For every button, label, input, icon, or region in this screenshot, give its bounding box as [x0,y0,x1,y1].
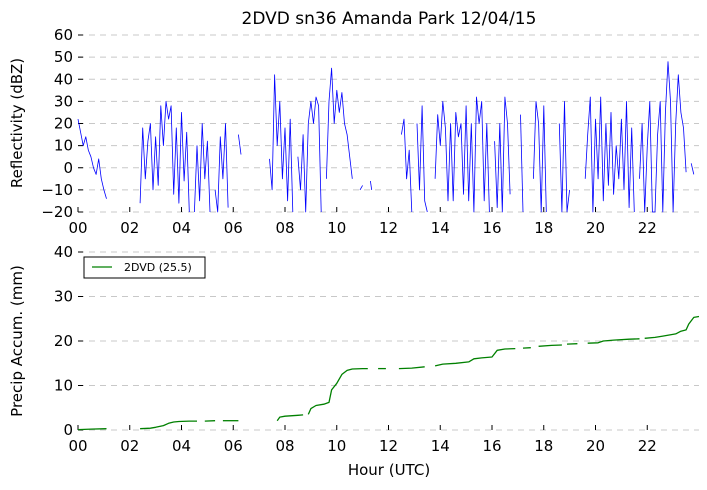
reflectivity-y-tick-label: 0 [63,159,73,177]
reflectivity-x-tick-label: 12 [379,219,398,237]
reflectivity-series-line [77,119,107,199]
x-axis-title: Hour (UTC) [348,461,430,479]
accumulation-series-line [538,344,562,347]
accumulation-series-line [587,338,640,344]
reflectivity-series-line [639,61,687,213]
reflectivity-panel: −20 −10 0 10 20 30 40 50 60 00 02 04 06 08 10 12 14 16 18 2… [41,26,699,237]
reflectivity-axis-title: Reflectivity (dBZ) [8,58,26,188]
accumulation-x-tick-label: 22 [638,437,657,455]
accumulation-y-tick-label: 0 [63,421,73,439]
accumulation-panel: 0 10 20 30 40 00 02 04 06 08 10 12 14 16 18 20 22 [54,243,700,455]
reflectivity-x-tick-label: 02 [120,219,139,237]
reflectivity-series-line [326,67,353,179]
accumulation-y-tick-label: 40 [54,243,73,261]
reflectivity-y-tick-label: 30 [54,92,73,110]
accumulation-y-tick-label: 30 [54,288,73,306]
reflectivity-series-line [520,114,524,213]
reflectivity-x-tick-label: 20 [586,219,605,237]
accumulation-x-tick-label: 06 [224,437,243,455]
accumulation-x-tick-label: 16 [482,437,501,455]
accumulation-axis-title: Precip Accum. (mm) [8,265,26,417]
reflectivity-y-tick-label: −20 [41,203,73,221]
reflectivity-series-line [494,96,511,213]
reflectivity-x-tick-label: 18 [534,219,553,237]
reflectivity-series-line [434,96,490,213]
reflectivity-series-line [297,96,322,213]
reflectivity-series-line [214,123,229,213]
reflectivity-y-tick-label: 50 [54,48,73,66]
reflectivity-x-tick-label: 06 [224,219,243,237]
reflectivity-series-line [269,74,294,213]
reflectivity-y-tick-label: 60 [54,26,73,44]
reflectivity-x-tick-label: 04 [172,219,191,237]
accumulation-series-line [434,347,516,367]
reflectivity-series-line [690,163,695,175]
reflectivity-series-line [359,185,363,191]
accumulation-x-tick-label: 14 [431,437,450,455]
accumulation-y-tick-label: 20 [54,332,73,350]
reflectivity-series-line [194,123,211,213]
accumulation-x-tick-label: 18 [534,437,553,455]
accumulation-x-tick-label: 12 [379,437,398,455]
accumulation-x-tick-label: 02 [120,437,139,455]
reflectivity-x-tick-label: 16 [482,219,501,237]
reflectivity-series-line [533,101,547,213]
accumulation-series-line [276,414,304,422]
reflectivity-x-tick-label: 14 [431,219,450,237]
reflectivity-x-tick-label: 08 [275,219,294,237]
reflectivity-series-line [584,96,635,213]
legend-label: 2DVD (25.5) [124,261,192,274]
accumulation-series-line [77,428,107,431]
reflectivity-series-line [238,134,242,155]
accumulation-series-line [398,366,425,370]
accumulation-x-tick-label: 20 [586,437,605,455]
legend: 2DVD (25.5) [83,256,206,279]
accumulation-y-tick-label: 10 [54,377,73,395]
reflectivity-series-line [139,101,190,213]
accumulation-x-tick-label: 08 [275,437,294,455]
reflectivity-x-tick-label: 22 [638,219,657,237]
reflectivity-series-line [370,180,373,190]
accumulation-series-line [307,367,368,415]
reflectivity-series-line [558,101,570,213]
accumulation-series-line [644,315,700,339]
reflectivity-y-tick-label: 40 [54,70,73,88]
legend-box [83,256,206,279]
accumulation-x-tick-label: 04 [172,437,191,455]
accumulation-series-line [140,420,197,430]
accumulation-x-tick-label: 10 [327,437,346,455]
reflectivity-x-tick-label: 10 [327,219,346,237]
reflectivity-x-tick-label: 00 [68,219,87,237]
accumulation-x-tick-label: 00 [68,437,87,455]
reflectivity-series-line [401,118,413,213]
reflectivity-y-tick-label: 10 [54,137,73,155]
chart-title: 2DVD sn36 Amanda Park 12/04/15 [242,9,537,29]
reflectivity-series-line [416,105,428,213]
reflectivity-y-tick-label: −10 [41,181,73,199]
reflectivity-y-tick-label: 20 [54,115,73,133]
